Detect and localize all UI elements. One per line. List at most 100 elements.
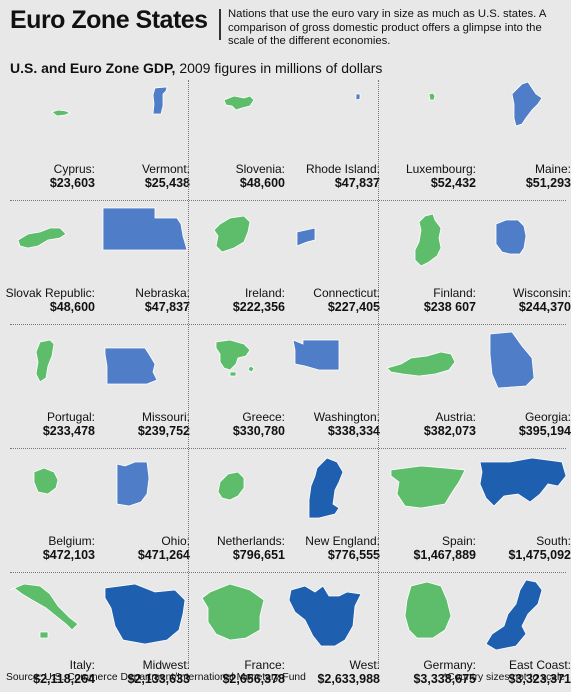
region-name: East Coast:	[508, 658, 571, 672]
euro-country-item: Greece: $330,780	[190, 328, 285, 444]
georgia-shape	[489, 331, 535, 389]
germany-shape	[404, 581, 452, 639]
gdp-label: Spain: $1,467,889	[366, 534, 476, 562]
vermont-shape	[152, 86, 168, 115]
region-name: Finland:	[433, 286, 476, 300]
belgium-shape	[33, 467, 59, 495]
gdp-label: Portugal: $233,478	[0, 410, 95, 438]
gdp-label: New England: $776,555	[270, 534, 380, 562]
region-name: Germany:	[423, 658, 476, 672]
gdp-value: $382,073	[423, 424, 476, 438]
region-name: Rhode Island:	[305, 162, 380, 176]
austria-shape	[386, 351, 456, 377]
italy-shape	[9, 583, 79, 639]
gdp-value: $239,752	[137, 424, 190, 438]
us-state-item: Ohio: $471,264	[95, 452, 190, 568]
washington-shape	[292, 339, 340, 371]
luxembourg-shape	[428, 92, 436, 101]
region-name: France:	[244, 658, 285, 672]
region-name: Slovak Republic:	[5, 286, 95, 300]
wisconsin-shape	[495, 219, 527, 255]
italy-shape	[9, 583, 79, 639]
maine-shape	[511, 81, 543, 127]
gdp-value: $244,370	[518, 300, 571, 314]
euro-country-item: Italy: $2,118,264	[0, 576, 95, 692]
region-name: Ireland:	[244, 286, 285, 300]
us-state-item: Wisconsin: $244,370	[476, 204, 571, 320]
euro-country-item: France: $2,656,378	[190, 576, 285, 692]
region-name: Luxembourg:	[405, 162, 476, 176]
subtitle-rest: 2009 figures in millions of dollars	[175, 60, 383, 76]
finland-shape	[414, 213, 442, 267]
intro-text: Nations that use the euro vary in size a…	[228, 8, 546, 47]
midwest-region-shape	[104, 583, 186, 645]
gdp-label: Germany: $3,338,675	[366, 658, 476, 686]
us-state-item: Vermont: $25,438	[95, 80, 190, 196]
comparison-cell: Italy: $2,118,264 Midwest: $2,133,633	[0, 576, 190, 692]
comparison-cell: Finland: $238 607 Wisconsin: $244,370	[381, 204, 571, 320]
euro-country-item: Portugal: $233,478	[0, 328, 95, 444]
gdp-label: Washington: $338,334	[270, 410, 380, 438]
comparison-cell: Netherlands: $796,651 New England: $776,555	[190, 452, 380, 568]
connecticut-shape	[296, 227, 316, 247]
region-name: West:	[349, 658, 380, 672]
column-divider	[188, 80, 189, 668]
euro-country-item: Finland: $238 607	[381, 204, 476, 320]
row-divider	[10, 200, 566, 201]
us-state-item: Nebraska: $47,837	[95, 204, 190, 320]
nebraska-shape	[102, 207, 188, 251]
gdp-label: Wisconsin: $244,370	[461, 286, 571, 314]
rhode-island-shape	[355, 93, 361, 101]
gdp-value: $48,600	[239, 176, 285, 190]
region-name: Belgium:	[48, 534, 95, 548]
portugal-shape	[35, 339, 55, 383]
region-name: Austria:	[435, 410, 476, 424]
slovenia-shape	[223, 95, 255, 111]
us-state-item: Georgia: $395,194	[476, 328, 571, 444]
gdp-label: Maine: $51,293	[461, 162, 571, 190]
france-shape	[201, 583, 265, 641]
region-name: Slovenia:	[235, 162, 285, 176]
region-name: New England:	[305, 534, 380, 548]
gdp-label: Cyprus: $23,603	[0, 162, 95, 190]
nebraska-shape	[102, 207, 188, 251]
gdp-value: $395,194	[518, 424, 571, 438]
comparison-cell: Ireland: $222,356 Connecticut: $227,405	[190, 204, 380, 320]
gdp-label: Greece: $330,780	[175, 410, 285, 438]
gdp-value: $47,837	[144, 300, 190, 314]
south-region-shape	[479, 457, 567, 507]
region-name: Nebraska:	[135, 286, 190, 300]
gdp-label: Connecticut: $227,405	[270, 286, 380, 314]
scale-note: *Country sizes not to scale	[443, 672, 565, 683]
chart-subtitle: U.S. and Euro Zone GDP, 2009 figures in …	[10, 60, 382, 76]
region-name: Connecticut:	[313, 286, 380, 300]
portugal-shape	[35, 339, 55, 383]
us-state-item: East Coast: $3,323,371	[476, 576, 571, 692]
region-name: Cyprus:	[53, 162, 95, 176]
missouri-shape	[104, 347, 158, 385]
ohio-shape	[116, 461, 150, 507]
gdp-value: $1,475,092	[508, 548, 571, 562]
slovakia-shape	[17, 227, 67, 249]
slovakia-shape	[17, 227, 67, 249]
euro-country-item: Slovak Republic: $48,600	[0, 204, 95, 320]
spain-shape	[390, 465, 466, 509]
gdp-label: Netherlands: $796,651	[175, 534, 285, 562]
us-state-item: Rhode Island: $47,837	[285, 80, 380, 196]
gdp-value: $2,133,633	[127, 672, 190, 686]
gdp-label: Austria: $382,073	[366, 410, 476, 438]
region-name: Missouri:	[141, 410, 190, 424]
finland-shape	[414, 213, 442, 267]
east-coast-region-shape	[485, 579, 543, 651]
us-state-item: Connecticut: $227,405	[285, 204, 380, 320]
gdp-label: Rhode Island: $47,837	[270, 162, 380, 190]
euro-country-item: Cyprus: $23,603	[0, 80, 95, 196]
belgium-shape	[33, 467, 59, 495]
page-title: Euro Zone States	[10, 6, 208, 34]
cyprus-shape	[51, 109, 71, 117]
region-name: Wisconsin:	[512, 286, 571, 300]
gdp-label: Slovenia: $48,600	[175, 162, 285, 190]
gdp-label: Luxembourg: $52,432	[366, 162, 476, 190]
connecticut-shape	[296, 227, 316, 247]
germany-shape	[404, 581, 452, 639]
